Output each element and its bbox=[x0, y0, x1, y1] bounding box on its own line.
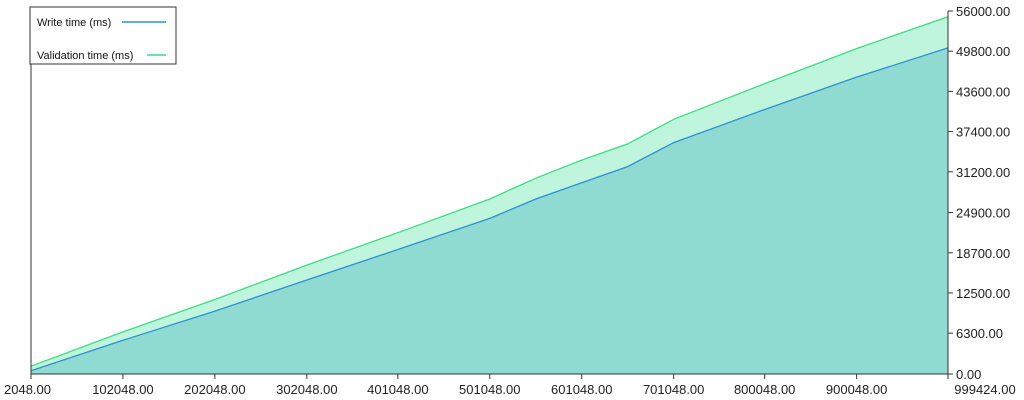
x-tick-label: 701048.00 bbox=[643, 382, 704, 397]
x-tick-label: 501048.00 bbox=[459, 382, 520, 397]
legend-label-validation-time: Validation time (ms) bbox=[37, 50, 133, 62]
x-tick-label: 999424.00 bbox=[954, 382, 1015, 397]
y-tick-label: 37400.00 bbox=[956, 125, 1010, 140]
y-tick-label: 43600.00 bbox=[956, 84, 1010, 99]
x-tick-label: 2048.00 bbox=[4, 382, 51, 397]
y-tick-label: 0.00 bbox=[956, 367, 981, 382]
x-tick-label: 302048.00 bbox=[276, 382, 337, 397]
x-tick-label: 202048.00 bbox=[184, 382, 245, 397]
legend-label-write-time: Write time (ms) bbox=[37, 17, 111, 29]
x-tick-label: 401048.00 bbox=[367, 382, 428, 397]
x-tick-label: 601048.00 bbox=[551, 382, 612, 397]
y-tick-label: 6300.00 bbox=[956, 326, 1003, 341]
legend: Write time (ms) Validation time (ms) bbox=[29, 6, 177, 65]
x-axis-ticks: 2048.00 102048.00 202048.00 302048.00 401048… bbox=[4, 374, 1016, 397]
y-tick-label: 49800.00 bbox=[956, 44, 1010, 59]
y-tick-label: 31200.00 bbox=[956, 165, 1010, 180]
y-tick-label: 56000.00 bbox=[956, 4, 1010, 19]
y-tick-label: 24900.00 bbox=[956, 206, 1010, 221]
y-axis-ticks: 0.00 6300.00 12500.00 18700.00 24900.00 31200… bbox=[948, 4, 1010, 382]
plot-lines bbox=[30, 16, 949, 372]
plot-areas bbox=[31, 16, 948, 375]
series-line-write-time-ms bbox=[30, 47, 949, 372]
x-tick-label: 900048.00 bbox=[826, 382, 887, 397]
area-write-time-ms bbox=[31, 47, 948, 375]
x-tick-label: 102048.00 bbox=[92, 382, 153, 397]
area-validation-time-ms bbox=[31, 16, 948, 371]
y-tick-label: 18700.00 bbox=[956, 246, 1010, 261]
x-tick-label: 800048.00 bbox=[734, 382, 795, 397]
series-line-validation-time-ms bbox=[30, 16, 949, 367]
y-tick-label: 12500.00 bbox=[956, 286, 1010, 301]
